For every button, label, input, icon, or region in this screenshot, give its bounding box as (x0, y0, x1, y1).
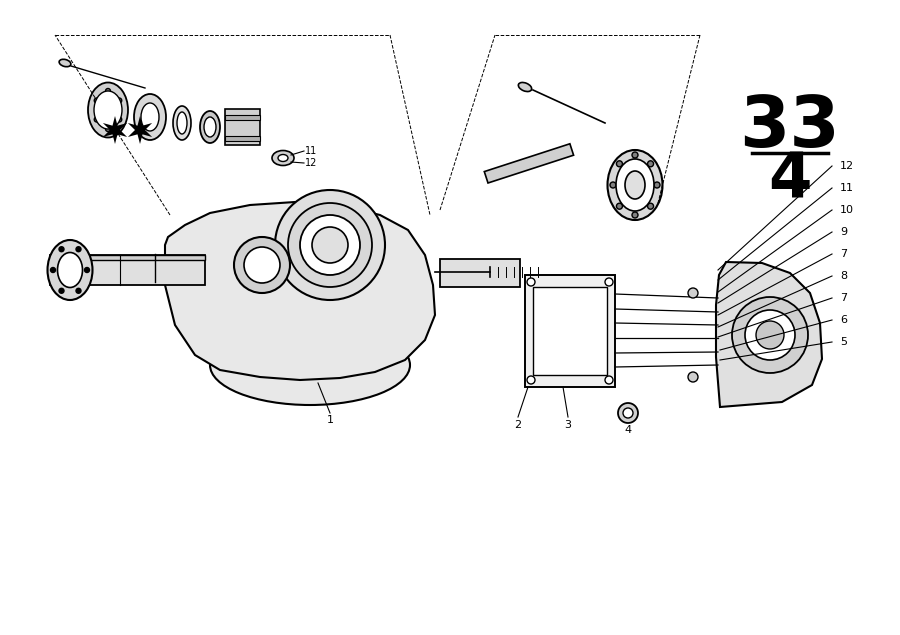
Text: 3: 3 (564, 420, 572, 430)
Circle shape (59, 288, 64, 293)
Circle shape (85, 267, 89, 272)
Polygon shape (716, 262, 822, 407)
Circle shape (117, 98, 122, 103)
Ellipse shape (518, 83, 532, 91)
Ellipse shape (616, 159, 654, 211)
Circle shape (605, 376, 613, 384)
Circle shape (610, 182, 616, 188)
Circle shape (244, 247, 280, 283)
Circle shape (618, 403, 638, 423)
Text: 8: 8 (840, 271, 847, 281)
Circle shape (105, 88, 111, 93)
Text: 1: 1 (327, 415, 334, 425)
Text: 12: 12 (305, 158, 318, 168)
Text: 7: 7 (840, 249, 847, 259)
Circle shape (117, 117, 122, 122)
Bar (525, 275, 615, 387)
Ellipse shape (204, 117, 216, 137)
Polygon shape (165, 202, 435, 380)
Ellipse shape (177, 112, 187, 134)
Circle shape (312, 227, 348, 263)
Bar (484, 144, 573, 183)
Ellipse shape (608, 150, 662, 220)
Text: 4: 4 (625, 425, 632, 435)
Circle shape (300, 215, 360, 275)
Ellipse shape (59, 59, 71, 67)
Ellipse shape (141, 103, 159, 131)
Ellipse shape (173, 106, 191, 140)
Circle shape (527, 278, 535, 286)
Circle shape (688, 372, 698, 382)
Circle shape (94, 117, 99, 122)
Circle shape (745, 310, 795, 360)
Circle shape (275, 190, 385, 300)
Text: 5: 5 (840, 337, 847, 347)
Circle shape (94, 98, 99, 103)
Bar (225, 115, 260, 120)
Text: 9: 9 (840, 227, 847, 237)
Ellipse shape (88, 83, 128, 138)
Circle shape (76, 288, 81, 293)
Bar (225, 109, 260, 145)
Circle shape (616, 161, 623, 167)
Circle shape (756, 321, 784, 349)
Circle shape (616, 203, 623, 209)
Bar (225, 136, 260, 141)
Circle shape (648, 161, 653, 167)
Circle shape (632, 152, 638, 158)
Ellipse shape (58, 253, 83, 288)
Ellipse shape (210, 325, 410, 405)
Ellipse shape (272, 150, 294, 166)
Ellipse shape (48, 240, 93, 300)
Circle shape (59, 247, 64, 251)
Text: 2: 2 (515, 420, 522, 430)
Circle shape (288, 203, 372, 287)
Text: 6: 6 (840, 315, 847, 325)
Bar (440, 259, 520, 287)
Text: 11: 11 (305, 146, 317, 156)
Circle shape (623, 408, 633, 418)
Circle shape (605, 278, 613, 286)
Circle shape (732, 297, 808, 373)
Polygon shape (128, 116, 152, 144)
Ellipse shape (278, 154, 288, 161)
Text: 11: 11 (840, 183, 854, 193)
Circle shape (527, 376, 535, 384)
Text: 12: 12 (840, 161, 854, 171)
Circle shape (654, 182, 660, 188)
Text: 10: 10 (840, 205, 854, 215)
Bar (533, 287, 607, 375)
Circle shape (648, 203, 653, 209)
Circle shape (632, 212, 638, 218)
Text: 33: 33 (740, 93, 841, 161)
Circle shape (105, 126, 111, 131)
Text: 4: 4 (769, 150, 812, 210)
Bar (50, 255, 205, 285)
Ellipse shape (94, 91, 122, 129)
Circle shape (688, 288, 698, 298)
Circle shape (50, 267, 56, 272)
Text: 7: 7 (840, 293, 847, 303)
Ellipse shape (625, 171, 645, 199)
Polygon shape (103, 116, 127, 144)
Circle shape (234, 237, 290, 293)
Ellipse shape (200, 111, 220, 143)
Bar (50, 255, 205, 260)
Ellipse shape (134, 94, 166, 140)
Circle shape (76, 247, 81, 251)
